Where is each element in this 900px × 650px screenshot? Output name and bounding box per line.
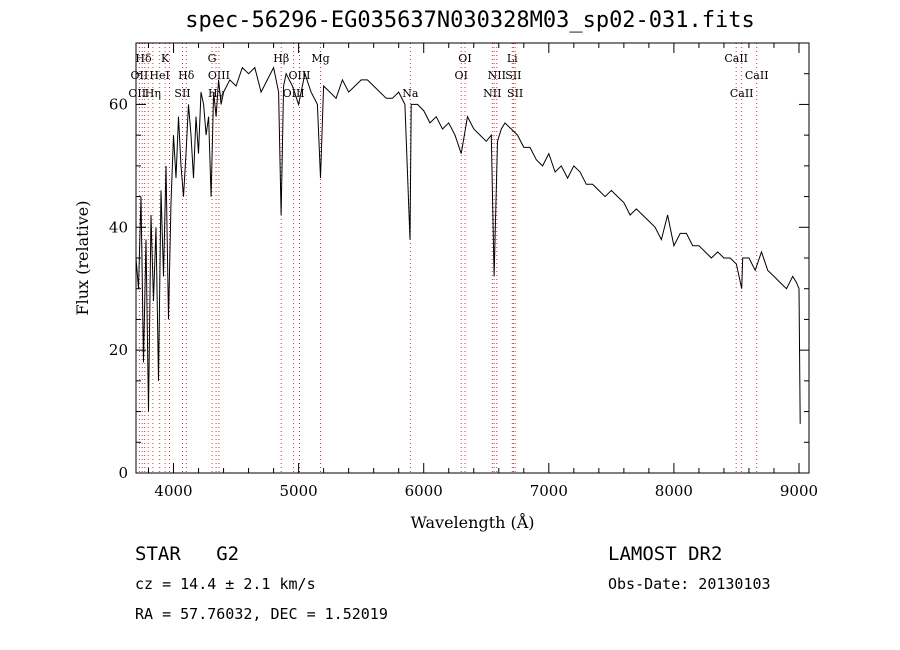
x-tick-label: 4000 — [154, 482, 192, 500]
line-label: CaII — [730, 87, 754, 100]
y-tick-label: 60 — [109, 95, 128, 113]
line-label: OIII — [283, 87, 305, 100]
x-tick-label: 7000 — [530, 482, 568, 500]
line-label: G — [208, 52, 217, 65]
line-label: NII — [483, 87, 501, 100]
line-label: OI — [458, 52, 471, 65]
chart-title: spec-56296-EG035637N030328M03_sp02-031.f… — [185, 8, 755, 33]
survey-name: LAMOST DR2 — [608, 543, 723, 565]
object-type: STAR — [135, 543, 181, 565]
line-label: SII — [507, 87, 523, 100]
line-label: SII — [174, 87, 190, 100]
line-label: OI — [455, 69, 468, 82]
y-tick-label: 20 — [109, 341, 128, 359]
x-tick-label: 8000 — [655, 482, 693, 500]
line-label: SII — [505, 69, 521, 82]
spectrum-line — [135, 66, 801, 424]
line-label: NII — [488, 69, 506, 82]
line-label: Hβ — [273, 52, 289, 65]
x-axis-label: Wavelength (Å) — [410, 512, 534, 532]
line-label: HeI — [149, 69, 169, 82]
line-label: Mg — [311, 52, 329, 65]
line-label: OII — [128, 87, 146, 100]
line-label: Na — [402, 87, 419, 100]
line-label: OIII — [208, 69, 230, 82]
line-label: Hη — [145, 87, 161, 100]
y-axis: 0 20 40 60 — [109, 73, 809, 482]
line-label: K — [161, 52, 170, 65]
obs-date: Obs-Date: 20130103 — [608, 575, 771, 593]
line-label: CaII — [724, 52, 748, 65]
line-label: Hδ — [135, 52, 152, 65]
x-tick-label: 6000 — [405, 482, 443, 500]
y-tick-label: 40 — [109, 218, 128, 236]
line-label: OIII — [288, 69, 310, 82]
line-label: Hδ — [178, 69, 195, 82]
x-axis: 4000 5000 6000 7000 8000 9000 — [148, 43, 818, 500]
x-tick-label: 5000 — [280, 482, 318, 500]
object-subclass: G2 — [216, 543, 240, 565]
redshift-text: cz = 14.4 ± 2.1 km/s — [135, 575, 316, 593]
line-label: OII — [131, 69, 149, 82]
y-tick-label: 0 — [118, 464, 128, 482]
x-tick-label: 9000 — [780, 482, 818, 500]
line-markers — [138, 43, 758, 473]
y-axis-label: Flux (relative) — [73, 201, 92, 316]
plot-frame — [135, 42, 810, 474]
line-label: CaII — [745, 69, 769, 82]
coordinates: RA = 57.76032, DEC = 1.52019 — [135, 605, 388, 623]
line-label: Li — [507, 52, 518, 65]
